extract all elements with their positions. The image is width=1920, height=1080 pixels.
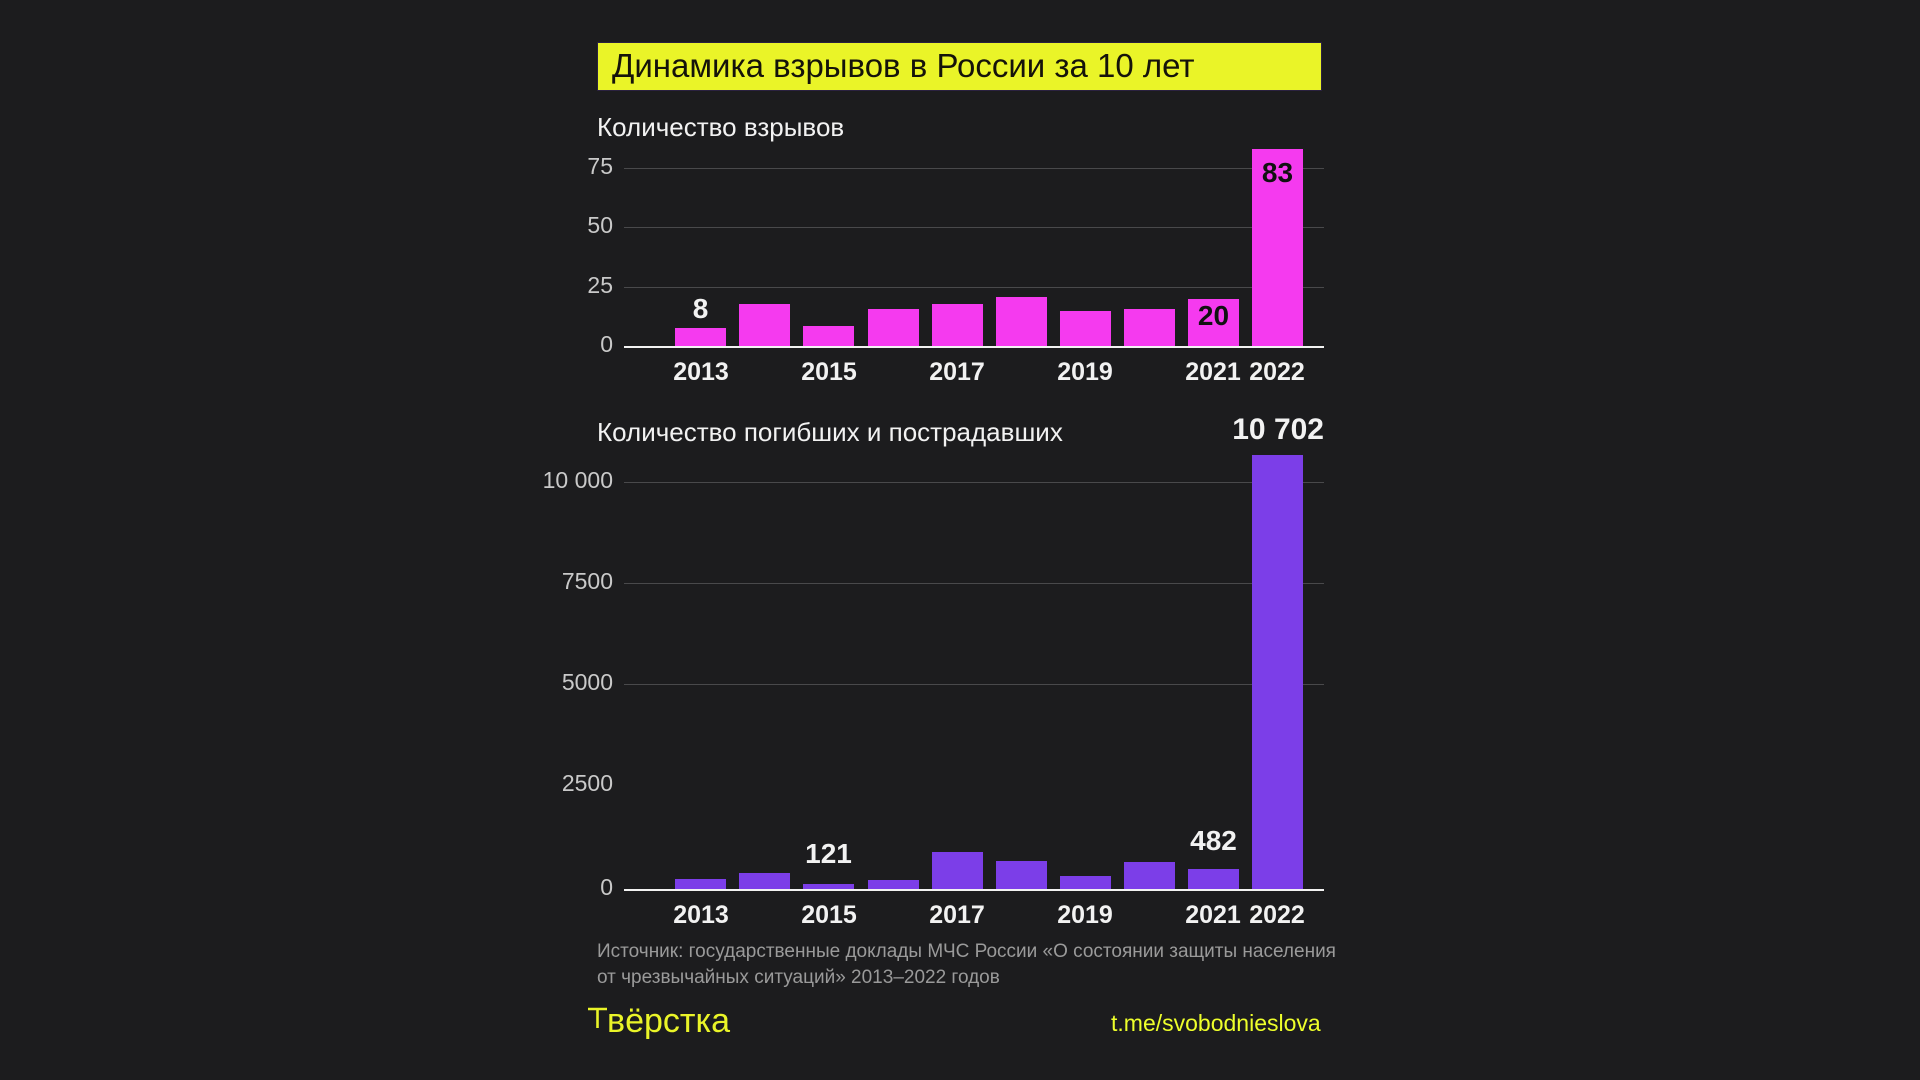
svg-text:вёрстка: вёрстка <box>607 1002 730 1040</box>
